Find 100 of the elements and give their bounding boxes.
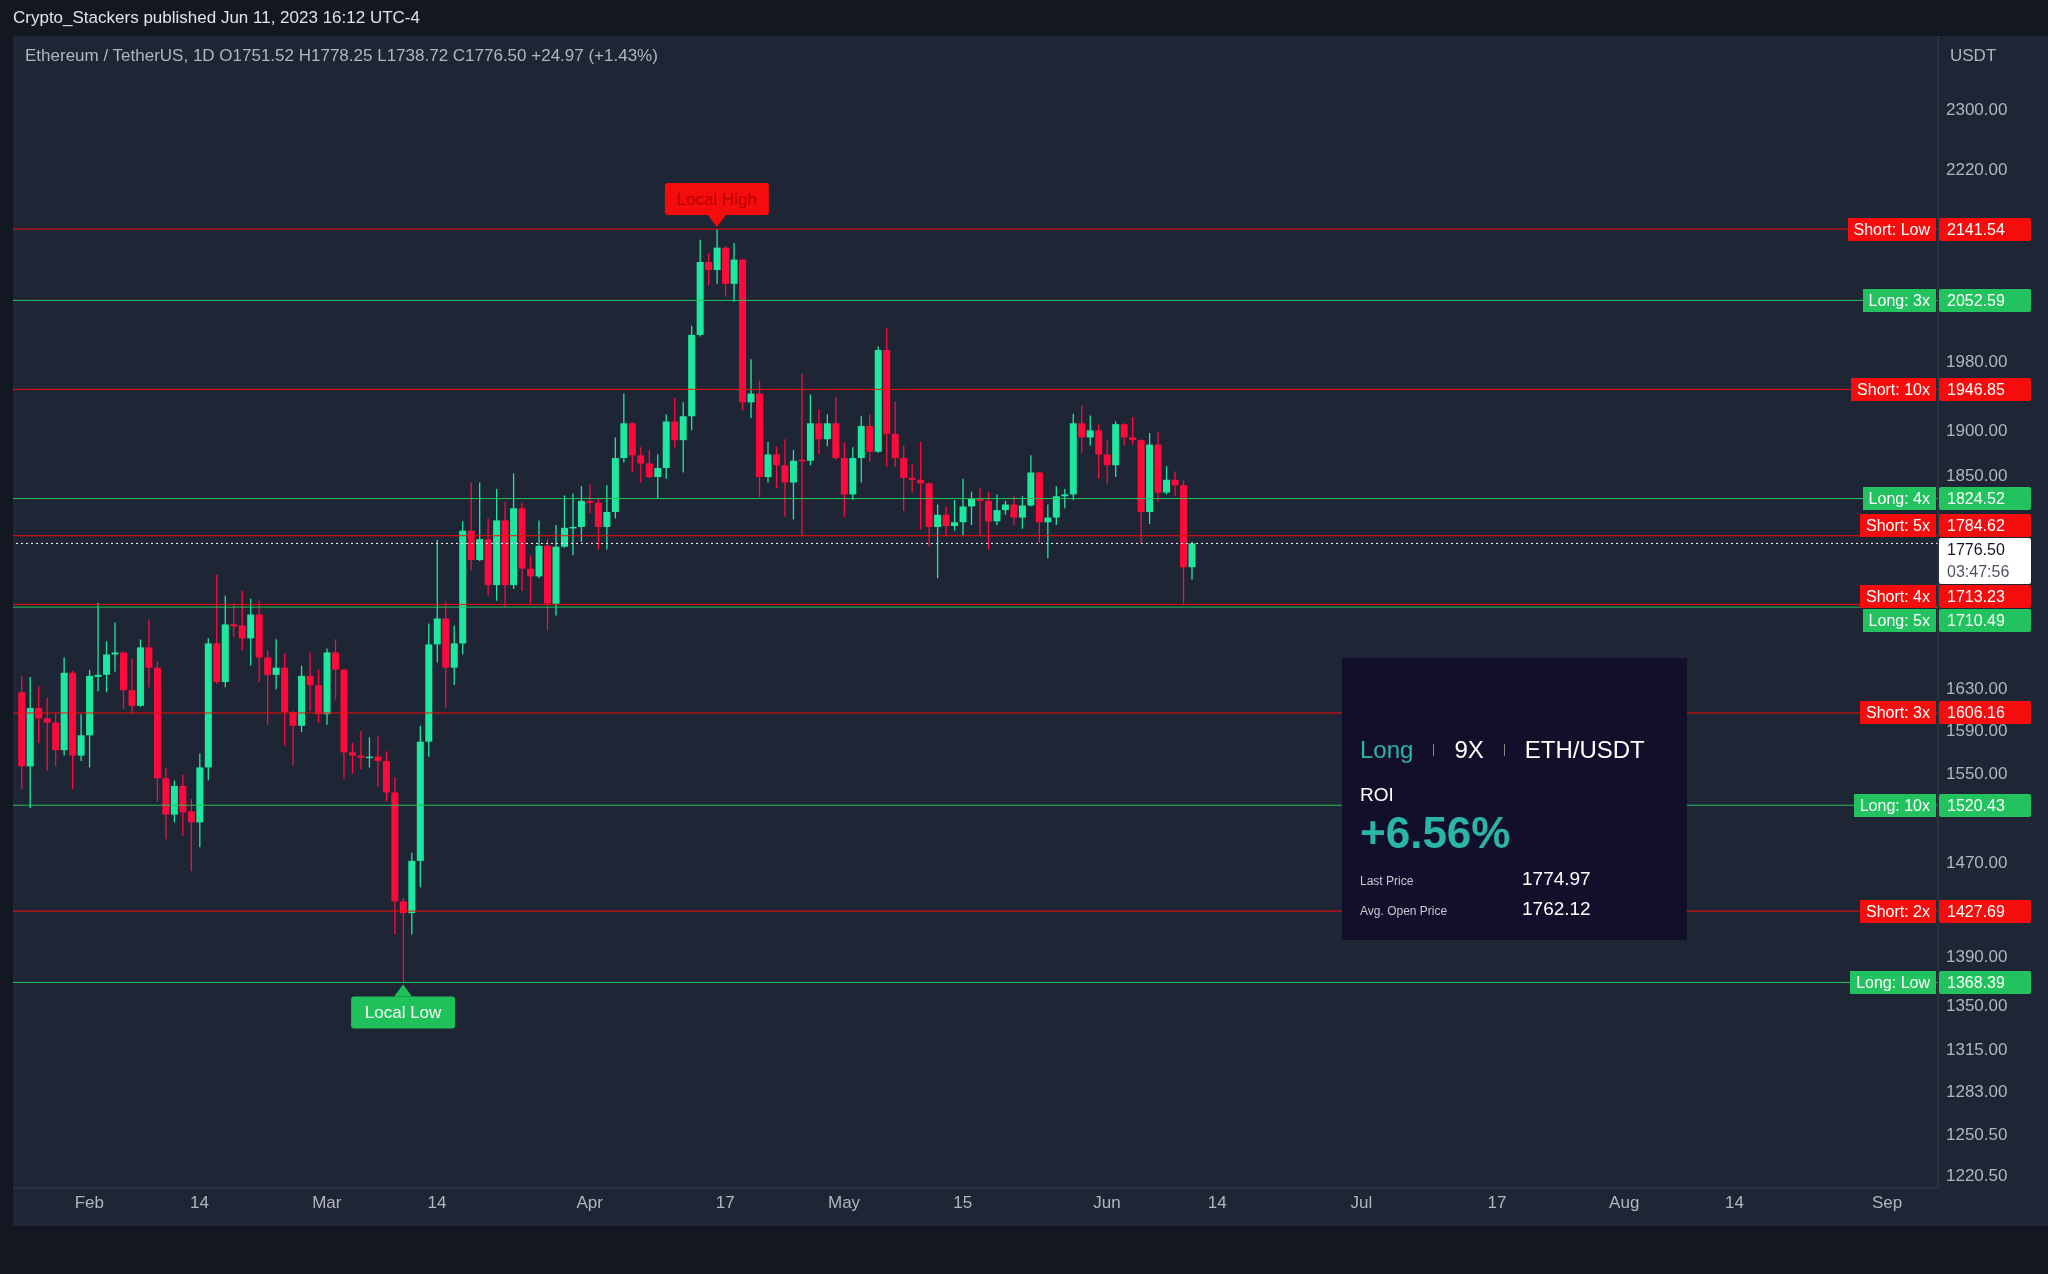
candlestick bbox=[747, 358, 755, 419]
y-tick-label: 1470.00 bbox=[1946, 853, 2008, 873]
x-tick-label: 14 bbox=[1725, 1193, 1744, 1213]
candlestick bbox=[637, 446, 645, 484]
x-tick-label: Mar bbox=[312, 1193, 342, 1213]
ref-line-label: 1776.50 bbox=[1947, 539, 2006, 560]
ref-line-label: Short: Low 2141.54 bbox=[1852, 219, 2006, 240]
y-tick-label: 2300.00 bbox=[1946, 100, 2008, 120]
x-tick-label: Aug bbox=[1609, 1193, 1640, 1213]
x-tick-label: 17 bbox=[715, 1193, 735, 1213]
annotation: 1762.12 bbox=[1522, 898, 1591, 920]
y-tick-label: 1390.00 bbox=[1946, 947, 2008, 967]
ref-line-label: Short: 4x 1713.23 bbox=[1864, 586, 2006, 607]
candlestick bbox=[815, 408, 823, 456]
x-tick-label: 14 bbox=[427, 1193, 447, 1213]
y-tick-label: 2220.00 bbox=[1946, 159, 2008, 179]
candlestick bbox=[1163, 465, 1171, 496]
candlestick bbox=[789, 449, 797, 521]
candlestick bbox=[645, 449, 653, 479]
candlestick bbox=[77, 713, 85, 762]
candlestick bbox=[713, 228, 721, 285]
candlestick bbox=[374, 735, 382, 788]
candlestick bbox=[671, 397, 679, 448]
candlestick bbox=[959, 478, 967, 537]
annotation: Last Price bbox=[1360, 874, 1415, 888]
annotation: ETH/USDT bbox=[1524, 736, 1645, 764]
candlestick bbox=[1061, 488, 1069, 509]
candlestick bbox=[103, 640, 111, 693]
ref-line-label: Long: Low 1368.39 bbox=[1855, 972, 2006, 993]
y-tick-label: 1630.00 bbox=[1946, 679, 2008, 699]
candlestick bbox=[94, 602, 102, 692]
candlestick bbox=[348, 742, 356, 775]
ref-line-label: Short: 2x 1427.69 bbox=[1864, 901, 2006, 922]
y-tick-label: 1550.00 bbox=[1946, 763, 2008, 783]
chart-subtitle: Crypto_Stackers published Jun 11, 2023 16:12 UTC-4 bbox=[13, 8, 420, 28]
ref-line-label: Long: 5x 1710.49 bbox=[1867, 610, 2006, 631]
x-tick-label: 17 bbox=[1487, 1193, 1507, 1213]
candlestick bbox=[187, 798, 195, 872]
y-tick-label: 1590.00 bbox=[1946, 721, 2008, 741]
y-tick-label: 1350.00 bbox=[1946, 996, 2008, 1016]
candlestick bbox=[823, 413, 831, 448]
candlestick bbox=[230, 603, 238, 639]
candlestick bbox=[942, 505, 950, 537]
y-tick-label: 1980.00 bbox=[1946, 352, 2008, 372]
candlestick bbox=[1010, 495, 1018, 526]
y-tick-label: 1315.00 bbox=[1946, 1040, 2008, 1060]
candlestick bbox=[1129, 416, 1137, 446]
annotation: 1774.97 bbox=[1522, 868, 1591, 890]
candlestick bbox=[111, 621, 119, 673]
ref-line-label: Long: 4x 1824.52 bbox=[1867, 489, 2006, 510]
candlestick bbox=[900, 444, 908, 512]
candlestick bbox=[1188, 541, 1196, 581]
candlestick bbox=[1078, 405, 1086, 454]
candlestick bbox=[128, 657, 136, 715]
candlestick bbox=[1103, 439, 1111, 485]
ref-line-label: Long: 3x 2052.59 bbox=[1867, 290, 2006, 311]
candlestick bbox=[968, 491, 976, 526]
ref-line-label: Short: 10x 1946.85 bbox=[1856, 379, 2006, 400]
candlestick bbox=[772, 445, 780, 489]
annotation: Avg. Open Price bbox=[1360, 904, 1449, 918]
text: Ethereum / TetherUS, 1D O1751.52 H1778.25 L1738.72 C1776.50 +24.97 (+1.43%) bbox=[25, 46, 658, 66]
candlestick bbox=[1052, 485, 1060, 526]
candlestick bbox=[781, 438, 789, 518]
candlestick bbox=[306, 651, 314, 712]
annotation: Local Low bbox=[364, 1003, 443, 1023]
candlestick bbox=[357, 730, 365, 771]
candlestick bbox=[976, 487, 984, 537]
annotation: Long bbox=[1360, 736, 1414, 764]
candlestick bbox=[984, 491, 992, 551]
ref-line-label: Long: 10x 1520.43 bbox=[1858, 795, 2006, 816]
candlestick bbox=[1086, 414, 1094, 447]
y-tick-label: 1850.00 bbox=[1946, 466, 2008, 486]
candlestick bbox=[247, 598, 255, 667]
candlestick bbox=[764, 441, 772, 484]
x-tick-label: 14 bbox=[190, 1193, 210, 1213]
candlestick bbox=[934, 503, 942, 579]
x-tick-label: Apr bbox=[576, 1193, 604, 1213]
candlestick bbox=[272, 638, 280, 690]
x-tick-label: Sep bbox=[1871, 1193, 1903, 1213]
candlestick bbox=[654, 453, 662, 500]
candlestick bbox=[476, 481, 484, 562]
candlestick bbox=[908, 463, 916, 494]
x-tick-label: 14 bbox=[1207, 1193, 1227, 1213]
ref-line-label: Short: 3x 1606.16 bbox=[1864, 703, 2006, 724]
y-tick-label: 1250.50 bbox=[1946, 1125, 2008, 1145]
candlestick bbox=[527, 554, 535, 605]
candlestick bbox=[993, 493, 1001, 526]
candlestick bbox=[951, 499, 959, 532]
x-tick-label: May bbox=[827, 1193, 861, 1213]
candlestick bbox=[603, 484, 611, 551]
candlestick bbox=[43, 696, 51, 772]
annotation: +6.56% bbox=[1360, 808, 1512, 858]
x-tick-label: Feb bbox=[74, 1193, 104, 1213]
candlestick bbox=[332, 638, 340, 701]
y-tick-label: 1900.00 bbox=[1946, 421, 2008, 441]
x-tick-label: Jul bbox=[1350, 1193, 1373, 1213]
annotation: Local High bbox=[676, 190, 758, 210]
candlestick bbox=[560, 494, 568, 549]
annotation: 9X bbox=[1454, 736, 1484, 764]
text: 03:47:56 bbox=[1947, 561, 2011, 582]
